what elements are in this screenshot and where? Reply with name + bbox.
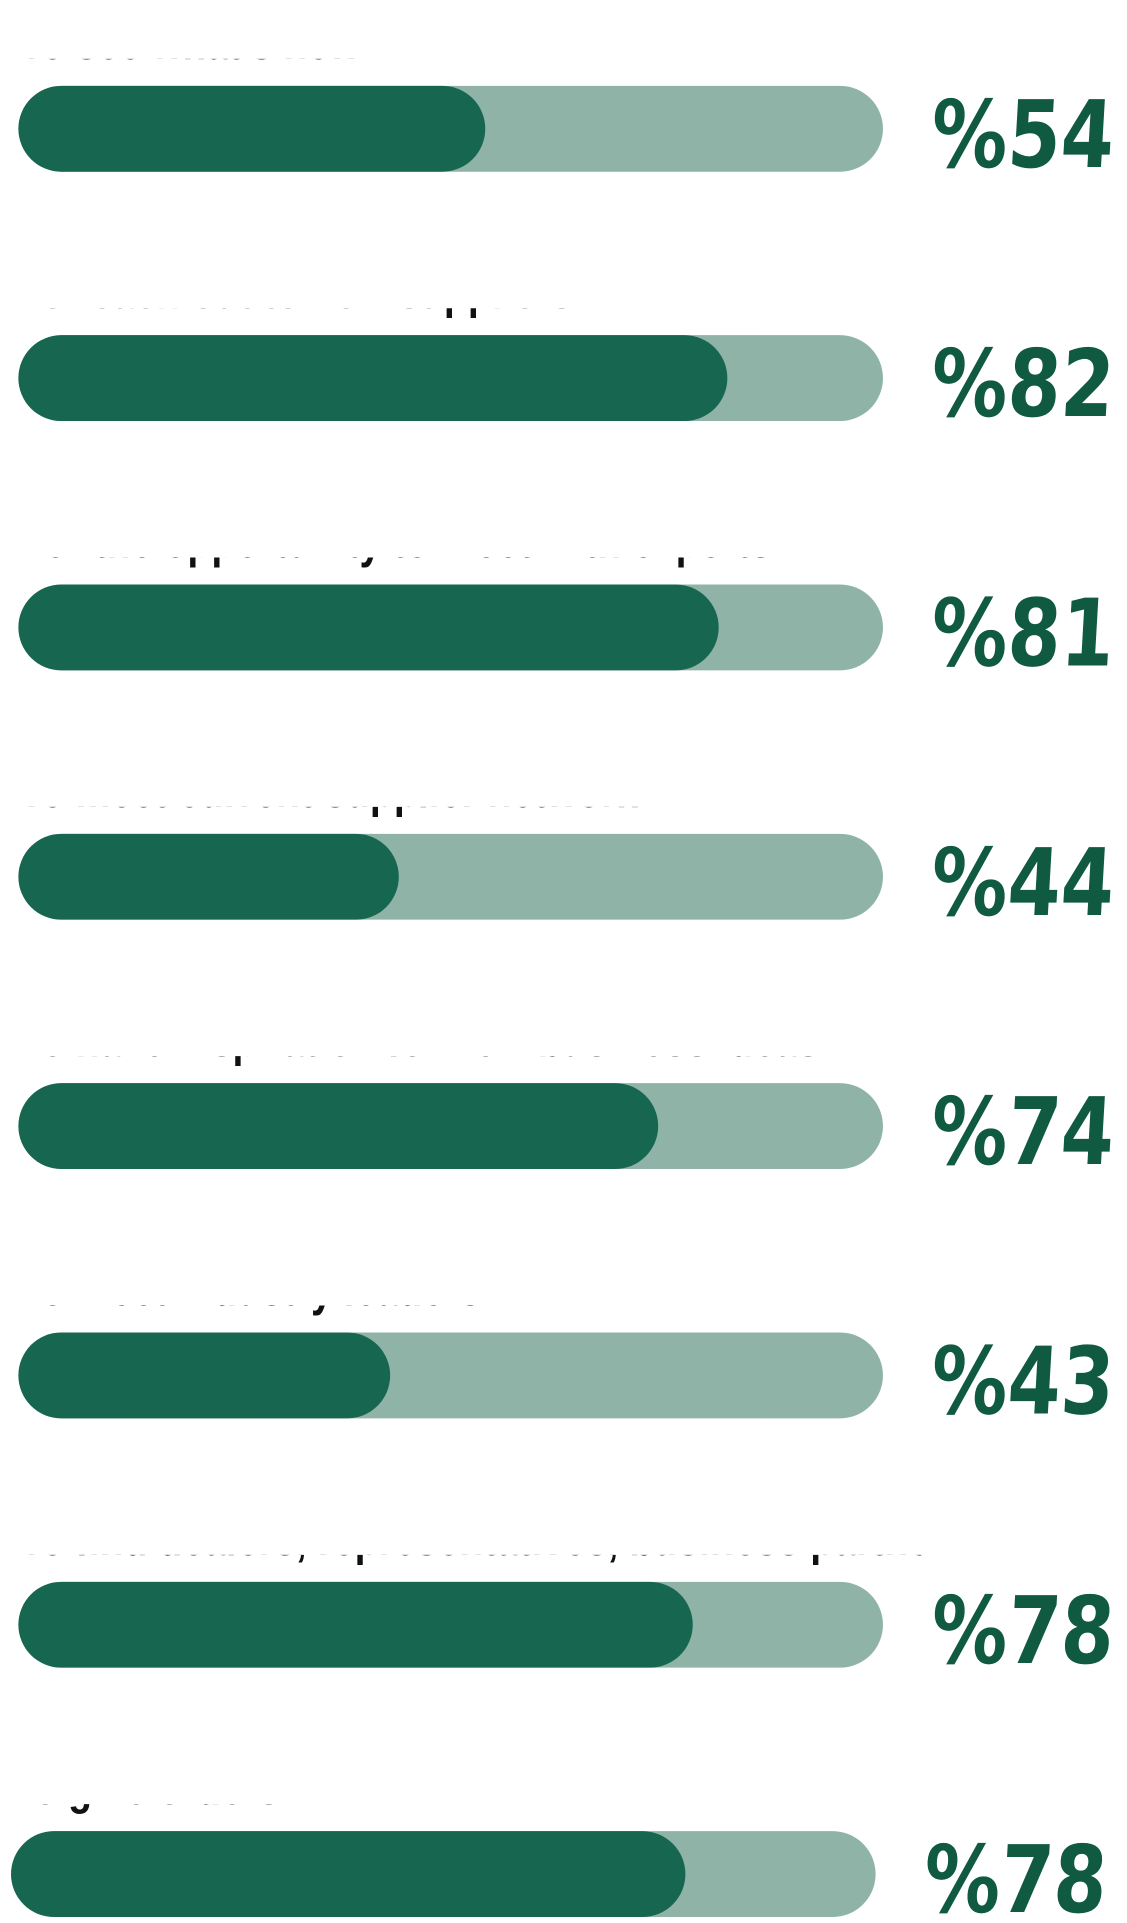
value-label: %82 (928, 331, 1117, 439)
bar (18, 335, 728, 422)
bar (18, 1332, 391, 1419)
row-label: To meet industry leaders (20, 1262, 481, 1316)
row-label: To give orders (12, 1761, 279, 1815)
row-label: To meet current supplier network (20, 764, 639, 818)
row-label: To reach out to new suppliers (20, 265, 573, 319)
value-label: %43 (928, 1328, 1117, 1436)
bar (18, 833, 399, 920)
bar (18, 584, 719, 671)
value-label: %54 (928, 82, 1117, 190)
row-label: To see what's new (20, 16, 360, 70)
value-label: %78 (928, 1578, 1117, 1686)
bar (11, 1831, 686, 1917)
value-label: %74 (928, 1079, 1117, 1187)
row-label: For the opportunity to meet with experts (20, 514, 772, 568)
value-label: %78 (921, 1827, 1110, 1923)
bar (18, 1581, 693, 1668)
value-label: %44 (928, 830, 1117, 938)
row-label: To have inspiration for new business ide… (20, 1013, 819, 1067)
bar (18, 85, 486, 172)
row-label: To find dealers, representatives, busine… (20, 1512, 1048, 1566)
value-label: %81 (928, 580, 1117, 688)
bar (18, 1083, 659, 1170)
